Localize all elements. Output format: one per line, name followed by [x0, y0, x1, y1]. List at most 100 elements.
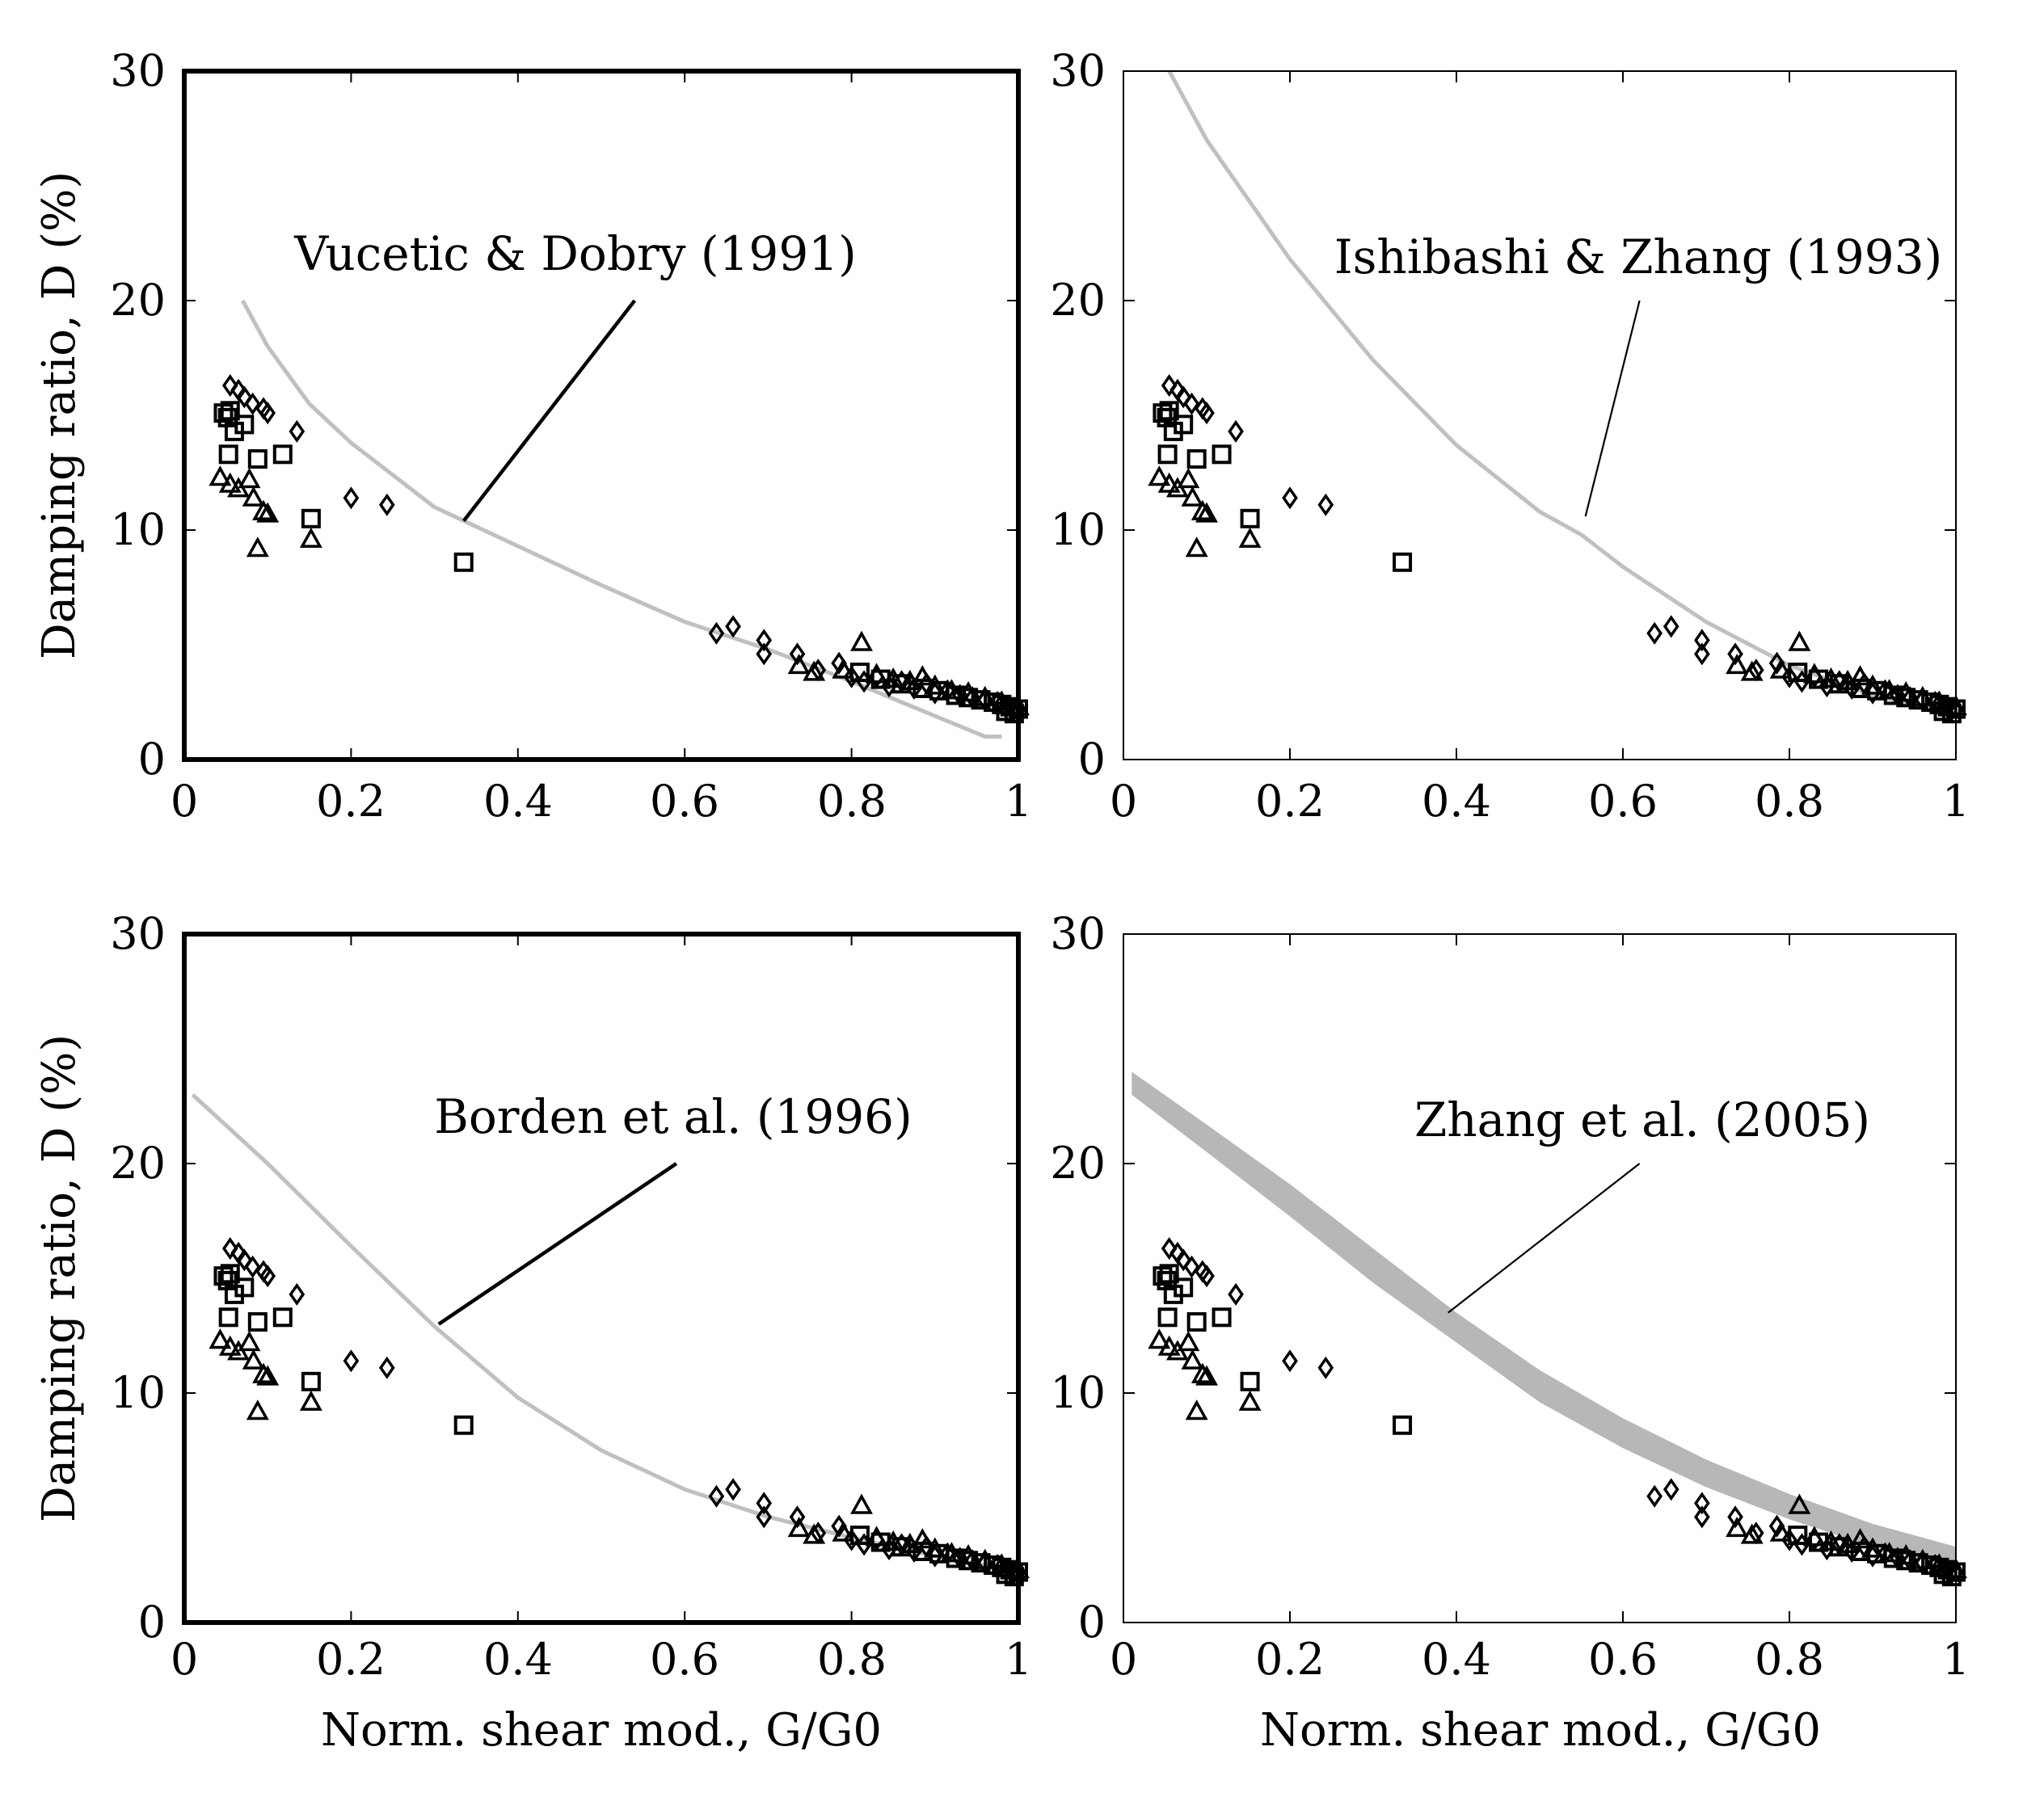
triangle-point: [1177, 1330, 1200, 1352]
y-tick-label: 20: [1050, 1138, 1106, 1189]
reference-curve: [1167, 71, 1956, 716]
diamond-point: [789, 1505, 806, 1529]
reference-curve: [191, 1092, 1018, 1574]
diamond-point: [1781, 665, 1797, 688]
triangle-point: [246, 537, 269, 558]
x-tick-label: 0.8: [1755, 776, 1824, 827]
diamond-point: [725, 1478, 741, 1501]
diamond-point: [244, 392, 261, 415]
square-point: [1186, 1311, 1207, 1332]
triangle-point: [1148, 465, 1171, 486]
triangle-point: [911, 1528, 934, 1549]
square-point: [301, 1371, 321, 1391]
diamond-point: [259, 402, 276, 425]
axes-frame: [1123, 70, 1957, 760]
annotation-pointer: [1584, 300, 1641, 517]
square-point: [891, 674, 912, 694]
square-point: [849, 663, 870, 683]
panel-bottom-left: Borden et al. (1996) 0 0.2 0.4 0.6 0.8 1…: [33, 908, 1032, 1757]
triangle-point: [1911, 1548, 1934, 1569]
y-tick-label: 10: [1050, 1367, 1106, 1418]
plot-area: [182, 69, 1030, 762]
diamond-point: [789, 642, 806, 666]
annotation-label: Zhang et al. (2005): [1414, 1092, 1870, 1147]
triangle-point: [957, 1544, 980, 1565]
x-tick-label: 0: [1110, 1634, 1137, 1685]
triangle-point: [242, 1349, 265, 1370]
y-tick-label: 30: [1050, 45, 1106, 96]
square-point: [272, 1307, 293, 1328]
triangle-point: [256, 1365, 280, 1386]
diamond-point: [221, 374, 238, 398]
triangle-point: [1181, 1349, 1204, 1370]
x-tick-label: 0.6: [1588, 776, 1658, 827]
x-axis-label: Norm. shear mod., G/G0: [321, 1704, 882, 1757]
square-point: [1829, 674, 1849, 694]
triangle-point: [803, 1523, 826, 1544]
triangle-point: [1157, 1335, 1181, 1356]
square-point: [218, 1307, 238, 1328]
diamond-point: [1175, 1248, 1191, 1272]
diamond-point: [1282, 486, 1298, 510]
y-tick-label: 20: [110, 275, 166, 326]
y-tick-label: 10: [110, 1367, 166, 1418]
y-tick-label: 10: [110, 504, 166, 555]
triangle-point: [911, 665, 934, 686]
axes-frame: [1123, 933, 1957, 1623]
diamond-point: [843, 665, 860, 688]
diamond-point: [1663, 1478, 1679, 1501]
y-tick-label: 30: [110, 45, 166, 96]
diamond-point: [1199, 402, 1215, 425]
triangle-point: [865, 1526, 888, 1547]
diamond-point: [1727, 1505, 1743, 1529]
triangle-point: [973, 1548, 997, 1569]
triangle-point: [1894, 681, 1918, 702]
diamond-point: [1694, 629, 1710, 652]
x-tick-label: 0.8: [817, 776, 887, 827]
x-tick-label: 0.2: [316, 1634, 386, 1685]
triangle-point: [1788, 1493, 1811, 1514]
triangle-point: [1911, 685, 1934, 706]
triangle-point: [882, 1530, 905, 1551]
diamond-point: [1694, 1505, 1710, 1529]
x-tick-label: 0.8: [1755, 1634, 1824, 1685]
diamond-point: [244, 1255, 261, 1278]
triangle-point: [1878, 679, 1901, 700]
triangle-point: [299, 1390, 322, 1411]
triangle-point: [1195, 1365, 1218, 1386]
triangle-point: [252, 1362, 276, 1383]
x-tick-label: 1: [1005, 776, 1032, 827]
x-tick-label: 0.4: [483, 776, 553, 827]
triangle-point: [238, 1330, 261, 1352]
y-axis-label: Damping ratio, D (%): [33, 171, 86, 659]
triangle-point: [256, 502, 280, 523]
diamond-point: [1694, 642, 1710, 666]
diamond-point: [756, 629, 773, 652]
triangle-point: [957, 681, 980, 702]
triangle-point: [1181, 486, 1204, 507]
x-tick-label: 0: [171, 1634, 198, 1685]
triangle-point: [252, 499, 276, 520]
square-point: [220, 401, 240, 421]
y-tick-label: 20: [110, 1138, 166, 1189]
diamond-point: [1646, 621, 1663, 645]
reference-curve: [241, 299, 1002, 739]
annotation-pointer: [437, 1162, 678, 1326]
triangle-point: [1848, 1528, 1872, 1549]
diamond-point: [289, 1282, 306, 1306]
triangle-point: [1861, 1537, 1884, 1558]
x-tick-label: 0.4: [483, 1634, 553, 1685]
diamond-point: [1727, 642, 1743, 666]
diamond-point: [1228, 419, 1244, 443]
annotation-pointer: [1448, 1163, 1641, 1314]
triangle-point: [1195, 502, 1218, 523]
diamond-point: [221, 1237, 238, 1261]
square-point: [301, 508, 321, 528]
diamond-point: [343, 1349, 360, 1373]
square-point: [1829, 1537, 1849, 1557]
triangle-point: [850, 630, 873, 651]
axes-frame: [182, 69, 1021, 762]
square-point: [1240, 508, 1260, 528]
diamond-point: [1646, 1484, 1663, 1508]
triangle-point: [882, 667, 905, 688]
